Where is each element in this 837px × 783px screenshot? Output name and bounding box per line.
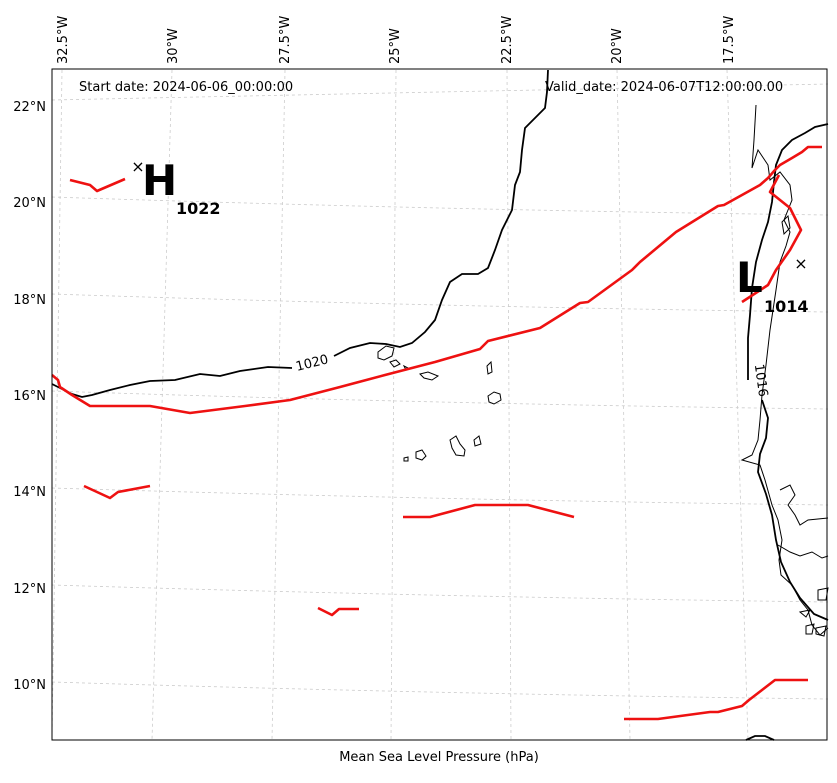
lat-label-20n: 20°N bbox=[13, 196, 46, 211]
island-boa-vista bbox=[487, 391, 502, 405]
low-value: 1014 bbox=[764, 297, 809, 316]
coast-detail-6 bbox=[817, 587, 829, 601]
parallel-14n bbox=[51, 487, 829, 506]
parallel-20n bbox=[51, 196, 829, 216]
lat-label-14n: 14°N bbox=[13, 485, 46, 500]
island-sao-vicente bbox=[389, 359, 401, 368]
parallel-18n bbox=[51, 293, 829, 313]
contour-label-1016: 1016 bbox=[751, 363, 770, 398]
high-letter: H bbox=[142, 156, 177, 205]
coast-detail-1 bbox=[779, 484, 829, 526]
parallel-22n bbox=[51, 83, 829, 101]
low-letter: L bbox=[736, 253, 763, 302]
isobar-1020-b bbox=[333, 69, 549, 357]
red-line-west bbox=[83, 484, 151, 500]
isobar-bottom bbox=[745, 735, 775, 741]
island-fogo bbox=[415, 449, 427, 461]
red-line-h bbox=[69, 177, 126, 193]
red-line-small bbox=[317, 606, 359, 617]
low-center-marker-icon: × bbox=[794, 254, 807, 273]
coast-detail-2 bbox=[777, 544, 829, 559]
meridian-17-5w bbox=[726, 69, 749, 741]
island-maio bbox=[473, 435, 482, 447]
lon-label-30w: 30°W bbox=[166, 28, 181, 64]
meridian-22-5w bbox=[506, 69, 512, 741]
lon-label-25w: 25°W bbox=[388, 28, 403, 64]
coast-detail-3 bbox=[798, 609, 811, 618]
coast-detail-4 bbox=[805, 623, 815, 635]
coast-detail-5 bbox=[815, 625, 827, 637]
high-center-marker-icon: × bbox=[131, 157, 144, 176]
start-date: Start date: 2024-06-06_00:00:00 bbox=[79, 80, 293, 95]
lat-label-12n: 12°N bbox=[13, 582, 46, 597]
red-line-central bbox=[403, 503, 575, 519]
lat-label-18n: 18°N bbox=[13, 293, 46, 308]
red-lines bbox=[51, 145, 822, 721]
island-santo-antao bbox=[377, 345, 395, 361]
meridian-27-5w bbox=[271, 69, 286, 741]
latitude-labels: 22°N 20°N 18°N 16°N 14°N 12°N 10°N bbox=[13, 100, 46, 693]
red-line-main bbox=[51, 145, 822, 415]
island-sal bbox=[486, 360, 493, 375]
parallel-10n bbox=[51, 681, 829, 700]
map-frame bbox=[51, 68, 828, 741]
valid-date: Valid_date: 2024-06-07T12:00:00.00 bbox=[545, 80, 783, 95]
lat-label-22n: 22°N bbox=[13, 100, 46, 115]
meridian-32-5w bbox=[51, 69, 63, 741]
isobar-1016 bbox=[747, 123, 829, 380]
lon-label-32-5w: 32.5°W bbox=[56, 16, 71, 64]
high-pressure-center: × H 1022 bbox=[131, 156, 220, 218]
high-value: 1022 bbox=[176, 199, 221, 218]
lon-label-17-5w: 17.5°W bbox=[722, 16, 737, 64]
coastlines bbox=[377, 104, 829, 637]
africa-coast bbox=[740, 104, 829, 636]
red-line-south bbox=[624, 678, 808, 721]
meridian-25w bbox=[390, 69, 397, 741]
parallel-16n bbox=[51, 390, 829, 410]
coast-detail-7 bbox=[781, 214, 791, 236]
island-santiago bbox=[449, 435, 466, 457]
red-line-l-loop bbox=[741, 174, 803, 304]
contour-label-1020: 1020 bbox=[294, 352, 330, 375]
lon-label-22-5w: 22.5°W bbox=[500, 16, 515, 64]
lat-label-16n: 16°N bbox=[13, 389, 46, 404]
island-sao-nicolau bbox=[419, 371, 440, 381]
low-pressure-center: × L 1014 bbox=[736, 253, 809, 316]
map-caption: Mean Sea Level Pressure (hPa) bbox=[339, 750, 539, 765]
longitude-labels: 32.5°W 30°W 27.5°W 25°W 22.5°W 20°W 17.5… bbox=[56, 16, 737, 64]
lon-label-27-5w: 27.5°W bbox=[278, 16, 293, 64]
island-brava bbox=[403, 456, 409, 462]
lon-label-20w: 20°W bbox=[610, 28, 625, 64]
parallel-12n bbox=[51, 584, 829, 603]
meridian-20w bbox=[616, 69, 631, 741]
meridian-30w bbox=[151, 69, 173, 741]
graticule bbox=[51, 69, 829, 741]
lat-label-10n: 10°N bbox=[13, 678, 46, 693]
isobar-1016-b bbox=[757, 399, 829, 621]
